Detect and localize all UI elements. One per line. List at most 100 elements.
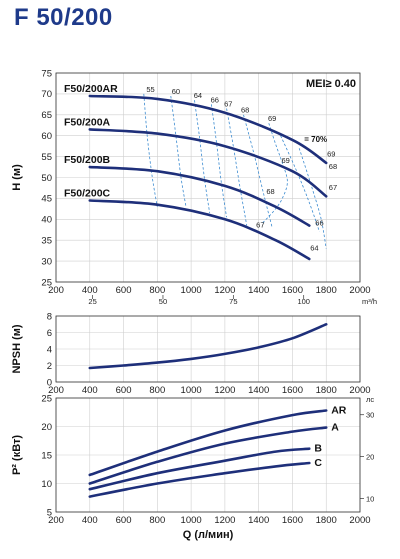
- npsh-x-tick-label-5: 1200: [214, 385, 235, 396]
- hq-efficiency-label-8: 68: [329, 162, 337, 171]
- hq-efficiency-label-4: 67: [224, 99, 232, 108]
- power-x-tick-label-8: 1800: [316, 515, 337, 526]
- hq-sec-x-tick-label-2: 75: [229, 297, 237, 306]
- hq-y-tick-label-9: 70: [41, 89, 52, 100]
- hq-iso-efficiency-curve-3: [211, 104, 227, 218]
- hq-iso-efficiency-curve-0: [143, 93, 158, 207]
- hq-x-tick-label-4: 1000: [181, 285, 202, 296]
- power-y-tick-label-4: 25: [41, 393, 52, 404]
- hq-y-tick-label-0: 25: [41, 277, 52, 288]
- hq-sec-x-tick-label-3: 100: [297, 297, 310, 306]
- hq-efficiency-label-7: 69: [327, 150, 335, 159]
- hq-series-line-2: [88, 165, 311, 227]
- hq-series-line-1: [88, 128, 328, 198]
- hq-iso-efficiency-curve-6: [261, 123, 288, 224]
- power-x-tick-label-7: 1600: [282, 515, 303, 526]
- npsh-plot-frame: [55, 315, 361, 383]
- hq-y-tick-label-6: 55: [41, 152, 52, 163]
- npsh-x-tick-label-0: 200: [48, 385, 64, 396]
- hq-y-tick-label-7: 60: [41, 131, 52, 142]
- page-title: F 50/200: [14, 4, 113, 31]
- npsh-x-tick-label-3: 800: [149, 385, 165, 396]
- power-plot-frame: [55, 397, 361, 513]
- npsh-y-tick-label-3: 6: [47, 328, 52, 339]
- hq-sec-x-tick-label-0: 25: [88, 297, 96, 306]
- hq-efficiency-label-1: 60: [172, 87, 180, 96]
- hq-iso-efficiency-curve-8: [298, 148, 327, 249]
- power-x-tick-label-2: 600: [116, 515, 132, 526]
- hq-series-line-0: [88, 94, 328, 165]
- power-x-tick-label-9: 2000: [349, 515, 370, 526]
- hq-efficiency-label-13: 67: [256, 221, 264, 230]
- power-y-tick-label-2: 15: [41, 450, 52, 461]
- hq-efficiency-label-0: 55: [146, 85, 154, 94]
- npsh-y-tick-label-2: 4: [47, 344, 52, 355]
- npsh-x-tick-label-9: 2000: [349, 385, 370, 396]
- hq-y-tick-label-4: 45: [41, 194, 52, 205]
- power-x-axis-label: Q (л/мин): [183, 529, 234, 541]
- power-x-tick-label-5: 1200: [214, 515, 235, 526]
- hq-efficiency-label-5: 68: [241, 106, 249, 115]
- hq-x-tick-label-2: 600: [116, 285, 132, 296]
- npsh-y-tick-label-4: 8: [47, 311, 52, 322]
- power-y-tick-label-0: 5: [47, 507, 52, 518]
- hq-efficiency-label-3: 66: [211, 95, 219, 104]
- power-series-label-3: C: [314, 457, 322, 469]
- power-series-line-3: [88, 461, 311, 498]
- hq-y-tick-label-5: 50: [41, 173, 52, 184]
- hq-x-tick-label-0: 200: [48, 285, 64, 296]
- npsh-x-tick-label-7: 1600: [282, 385, 303, 396]
- power-sec-y-tick-label-1: 20: [366, 453, 374, 462]
- hq-efficiency-label-11: 68: [266, 187, 274, 196]
- npsh-x-tick-label-8: 1800: [316, 385, 337, 396]
- hq-y-axis-label: H (м): [11, 164, 23, 191]
- hq-efficiency-label-6: 69: [268, 114, 276, 123]
- hq-x-tick-label-8: 1800: [316, 285, 337, 296]
- hq-y-tick-label-8: 65: [41, 110, 52, 121]
- hq-x-tick-label-3: 800: [149, 285, 165, 296]
- hq-efficiency-label-10: 69: [282, 156, 290, 165]
- hq-x-tick-label-1: 400: [82, 285, 98, 296]
- hq-x-tick-label-5: 1200: [214, 285, 235, 296]
- hq-y-tick-label-2: 35: [41, 236, 52, 247]
- hq-y-tick-label-3: 40: [41, 215, 52, 226]
- hq-iso-efficiency-curve-4: [226, 108, 248, 226]
- power-y-tick-label-1: 10: [41, 479, 52, 490]
- power-series-line-1: [88, 426, 328, 485]
- power-x-tick-label-4: 1000: [181, 515, 202, 526]
- hq-series-label-2: F50/200B: [64, 154, 111, 166]
- power-x-tick-label-1: 400: [82, 515, 98, 526]
- npsh-x-tick-label-4: 1000: [181, 385, 202, 396]
- hq-annotation: MEI≥ 0.40: [306, 78, 356, 90]
- npsh-x-tick-label-6: 1400: [248, 385, 269, 396]
- hq-x-tick-label-6: 1400: [248, 285, 269, 296]
- hq-iso-efficiency-curve-5: [243, 114, 273, 228]
- hq-series-label-3: F50/200C: [64, 187, 111, 199]
- power-sec-y-tick-label-0: 10: [366, 495, 374, 504]
- hq-iso-efficiency-curve-7: [280, 135, 320, 232]
- hq-series-line-3: [88, 199, 311, 261]
- power-x-tick-label-6: 1400: [248, 515, 269, 526]
- power-series-line-2: [88, 447, 311, 491]
- hq-iso-efficiency-curve-2: [194, 100, 211, 214]
- power-sec-y-unit: лс: [366, 395, 374, 404]
- hq-plot-frame: [55, 72, 361, 283]
- power-series-line-0: [88, 409, 328, 477]
- power-sec-y-tick-label-2: 30: [366, 411, 374, 420]
- power-series-label-2: B: [314, 443, 322, 455]
- hq-efficiency-label-2: 64: [194, 91, 202, 100]
- power-y-axis-label: P² (кВт): [11, 435, 23, 475]
- power-x-tick-label-3: 800: [149, 515, 165, 526]
- hq-series-label-0: F50/200AR: [64, 83, 118, 95]
- npsh-y-tick-label-0: 0: [47, 377, 52, 388]
- hq-x-tick-label-7: 1600: [282, 285, 303, 296]
- power-series-label-1: A: [331, 422, 339, 434]
- npsh-series-line-0: [88, 323, 328, 370]
- npsh-x-tick-label-2: 600: [116, 385, 132, 396]
- hq-best-efficiency-label: = 70%: [304, 135, 327, 144]
- hq-y-tick-label-10: 75: [41, 68, 52, 79]
- npsh-y-axis-label: NPSH (м): [11, 324, 23, 373]
- power-y-tick-label-3: 20: [41, 422, 52, 433]
- npsh-y-tick-label-1: 2: [47, 361, 52, 372]
